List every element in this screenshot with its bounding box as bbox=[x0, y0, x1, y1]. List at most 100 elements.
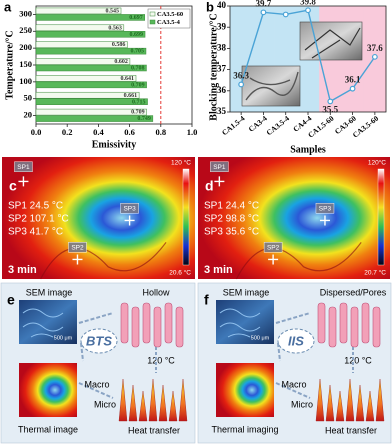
scale-bar-label: 500 μm bbox=[54, 335, 73, 341]
sem-texture bbox=[304, 27, 361, 59]
value-label: 0.545 bbox=[106, 9, 120, 15]
colorbar-max: 120°C bbox=[368, 159, 386, 167]
sem-texture bbox=[245, 71, 299, 101]
heat-spike bbox=[138, 390, 148, 422]
spot-label: SP1 bbox=[213, 164, 226, 171]
x-tick-label: 0.2 bbox=[62, 127, 73, 137]
value-label: 0.709 bbox=[131, 110, 145, 116]
x-tick-label: 0.0 bbox=[31, 127, 42, 137]
bar bbox=[35, 41, 128, 48]
y-tick-label: 20 bbox=[24, 110, 33, 120]
structure-element bbox=[164, 302, 173, 344]
structure-element bbox=[153, 306, 162, 348]
structure-element bbox=[120, 302, 129, 344]
x-tick-label: 0.6 bbox=[124, 127, 135, 137]
structure-element bbox=[131, 306, 140, 348]
spot-reading: SP3 41.7 °C bbox=[8, 226, 63, 237]
sem-inset bbox=[241, 65, 301, 107]
temperature-label: 120 °C bbox=[147, 355, 175, 365]
spot-reading: SP1 24.5 °C bbox=[8, 200, 63, 211]
legend-swatch bbox=[149, 19, 156, 25]
y-tick-label: 35 bbox=[217, 106, 227, 116]
heat-spike bbox=[158, 384, 168, 422]
value-label: 0.705 bbox=[130, 49, 144, 55]
value-label: 0.708 bbox=[131, 66, 145, 72]
legend-label: CA3.5-4 bbox=[157, 19, 181, 26]
value-label: 39.7 bbox=[256, 0, 272, 8]
point bbox=[305, 7, 311, 14]
panel-label: f bbox=[204, 292, 209, 308]
y-tick-label: 38 bbox=[217, 42, 227, 52]
temperature-label: 120 °C bbox=[344, 355, 372, 365]
spot-label: SP1 bbox=[17, 164, 30, 171]
structure-element bbox=[372, 306, 381, 348]
y-tick-label: 40 bbox=[217, 0, 227, 10]
y-tick-label: 250 bbox=[19, 25, 32, 35]
spot-label: SP3 bbox=[123, 205, 136, 212]
heat-spike bbox=[355, 384, 365, 422]
spot-marker bbox=[72, 254, 83, 265]
value-label: 39.8 bbox=[300, 0, 316, 6]
point bbox=[260, 9, 267, 16]
sem-texture bbox=[219, 308, 261, 338]
thermal-label: Thermal image bbox=[18, 424, 78, 434]
bar bbox=[35, 81, 147, 89]
value-label: 0.661 bbox=[124, 93, 138, 99]
x-tick-label: 0.4 bbox=[93, 127, 104, 137]
spot-reading: SP2 98.8 °C bbox=[204, 213, 259, 224]
spot-tag bbox=[120, 202, 139, 214]
thermal-thumb bbox=[19, 363, 77, 417]
value-label: 36.3 bbox=[233, 71, 249, 81]
bar bbox=[35, 31, 146, 38]
image-label: SEM image bbox=[26, 287, 73, 297]
bar bbox=[35, 14, 145, 21]
bar bbox=[35, 24, 125, 32]
sem-texture bbox=[22, 308, 64, 338]
bar bbox=[35, 58, 131, 65]
spot-marker bbox=[18, 176, 29, 187]
value-label: 0.641 bbox=[120, 76, 134, 82]
spot-reading: SP2 107.1 °C bbox=[8, 213, 69, 224]
legend-swatch bbox=[149, 11, 156, 17]
structure-element bbox=[142, 302, 151, 344]
x-axis-title: Samples bbox=[290, 144, 326, 155]
x-axis-title: Emissivity bbox=[92, 139, 136, 150]
heat-spike bbox=[375, 378, 385, 422]
thermal-image bbox=[2, 157, 195, 279]
y-tick-label: 100 bbox=[19, 76, 32, 86]
spot-label: SP3 bbox=[319, 205, 332, 212]
structure-element bbox=[361, 302, 370, 344]
spot-marker bbox=[124, 215, 135, 226]
colorbar-min: 20.7 °C bbox=[364, 269, 386, 277]
micro-label: Micro bbox=[94, 399, 116, 409]
panel-label: e bbox=[7, 292, 15, 308]
scale-bar-label: 500 μm bbox=[251, 335, 270, 341]
spot-reading: SP3 35.6 °C bbox=[204, 226, 259, 237]
heat-spike bbox=[118, 378, 128, 422]
point bbox=[371, 53, 378, 60]
value-label: 0.715 bbox=[132, 99, 146, 105]
legend-box bbox=[147, 8, 191, 29]
heat-spike bbox=[335, 390, 345, 422]
mechanism: IIS bbox=[288, 333, 304, 348]
micro-label: Micro bbox=[291, 399, 313, 409]
structure-label: Dispersed/Pores bbox=[320, 287, 387, 297]
value-label: 35.5 bbox=[322, 104, 338, 114]
heat-spike bbox=[178, 378, 188, 422]
spot-marker bbox=[319, 215, 330, 226]
bar bbox=[35, 75, 137, 82]
point bbox=[349, 85, 356, 92]
macro-label: Macro bbox=[281, 379, 306, 389]
y-axis-title: Temperature/°C bbox=[4, 30, 15, 100]
point bbox=[238, 81, 245, 88]
structure-element bbox=[317, 302, 326, 344]
structure-element bbox=[175, 306, 184, 348]
thermal-label: Thermal imaging bbox=[211, 424, 278, 434]
colorbar-min: 20.6 °C bbox=[169, 269, 191, 277]
sample-edge bbox=[40, 242, 167, 280]
colorbar bbox=[377, 168, 385, 266]
colorbar bbox=[182, 168, 190, 266]
structure-element bbox=[339, 302, 348, 344]
panel-label: b bbox=[206, 0, 214, 14]
